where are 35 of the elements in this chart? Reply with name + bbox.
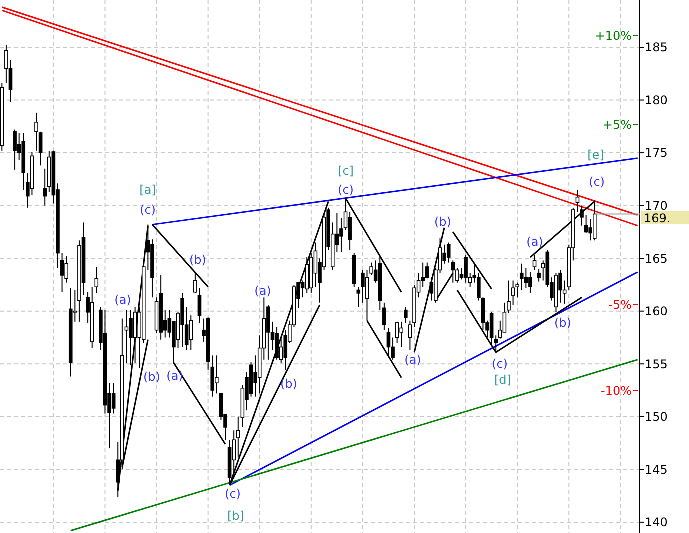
y-tick-label: 145 bbox=[645, 462, 668, 477]
annotation: (c) bbox=[589, 175, 605, 190]
annotation: (b) bbox=[190, 253, 206, 268]
annotation: (c) bbox=[492, 357, 508, 372]
y-tick-label: 165 bbox=[645, 252, 668, 266]
annotation: (c) bbox=[338, 183, 354, 198]
annotation: [a] bbox=[140, 183, 156, 198]
annotation: (b) bbox=[554, 316, 572, 330]
annotation: (c) bbox=[225, 487, 241, 502]
y-tick-label: 155 bbox=[645, 357, 668, 372]
annotation: +10% bbox=[595, 29, 632, 44]
y-tick-label: 170 bbox=[645, 199, 668, 214]
y-tick-label: 140 bbox=[645, 516, 668, 530]
annotation: [c] bbox=[338, 164, 354, 178]
annotation: -10% bbox=[600, 384, 632, 398]
annotation: (c) bbox=[140, 203, 156, 218]
annotation: (a) bbox=[254, 284, 272, 298]
ref-line-label: 169. bbox=[644, 211, 671, 226]
y-tick-label: 180 bbox=[645, 93, 668, 108]
annotation: -5% bbox=[608, 298, 632, 312]
y-tick-label: 175 bbox=[645, 146, 668, 160]
y-tick-label: 150 bbox=[645, 410, 668, 424]
annotation: (a) bbox=[166, 369, 184, 384]
annotation: [e] bbox=[588, 148, 604, 162]
annotation: (b) bbox=[280, 377, 298, 392]
annotation: [b] bbox=[228, 509, 244, 524]
annotation: (a) bbox=[404, 353, 422, 368]
annotation: (b) bbox=[434, 215, 452, 230]
annotation: (a) bbox=[114, 293, 132, 308]
annotation: [d] bbox=[494, 373, 512, 388]
annotation: (a) bbox=[526, 235, 544, 250]
y-tick-label: 185 bbox=[645, 40, 668, 55]
annotation: +5% bbox=[602, 118, 632, 132]
annotation: (b) bbox=[144, 370, 160, 384]
y-tick-label: 160 bbox=[645, 304, 668, 319]
